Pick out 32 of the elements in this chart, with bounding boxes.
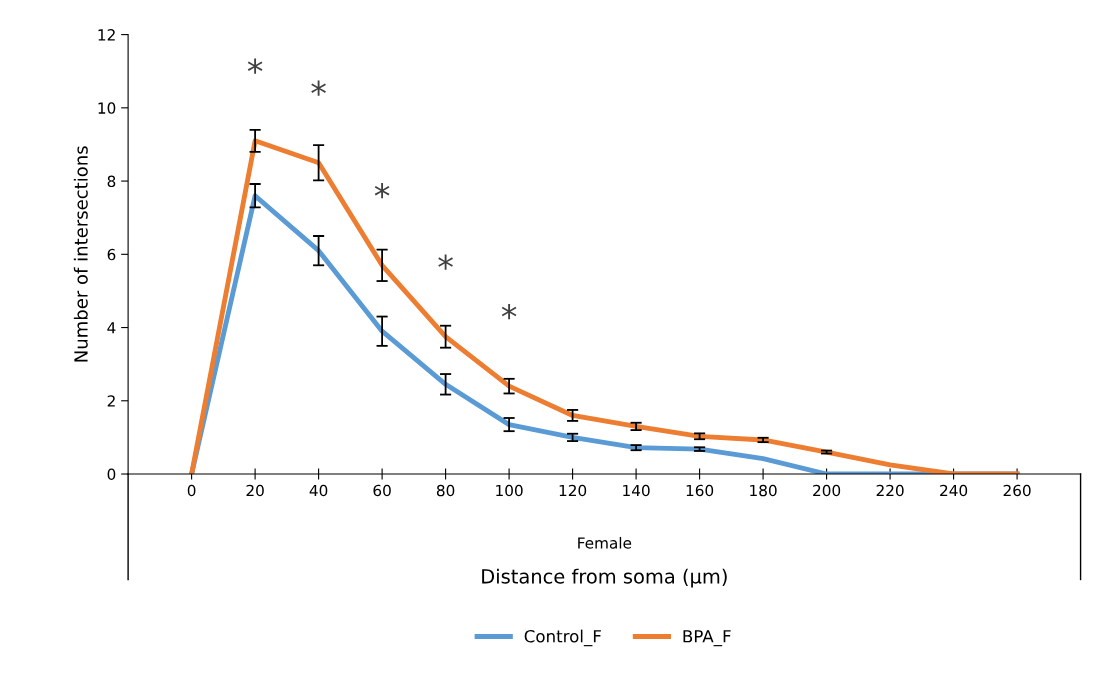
x-axis-title: Distance from soma (μm) (482, 568, 727, 588)
y-axis-title: Number of intersections (73, 146, 88, 362)
x-tick-label: 60 (373, 484, 391, 497)
x-tick-label: 200 (813, 484, 841, 497)
annotation: * (247, 58, 263, 74)
y-tick-label: 12 (98, 29, 115, 41)
y-tick-label: 8 (107, 175, 116, 188)
annotation: * (311, 80, 326, 96)
x-tick-label: 260 (1003, 484, 1031, 497)
y-tick-label: 0 (107, 468, 116, 481)
annotation: * (374, 183, 390, 199)
x-tick-label: 100 (496, 484, 523, 497)
x-tick-label: 180 (750, 484, 777, 497)
x-tick-label: 80 (436, 484, 455, 497)
x-tick-label: 160 (686, 484, 714, 497)
line-series (189, 138, 1020, 475)
text: Female (578, 536, 632, 549)
y-tick-label: 6 (107, 248, 116, 261)
x-tick-label: 140 (623, 484, 650, 497)
annotation: * (501, 303, 517, 320)
x-tick-label: 120 (559, 484, 587, 497)
legend-label: BPA_F (683, 630, 731, 647)
x-tick-label: 220 (876, 484, 904, 497)
annotation: * (438, 254, 453, 270)
x-tick-label: 0 (187, 484, 196, 497)
y-tick-label: 10 (98, 102, 116, 114)
y-tick-label: 2 (107, 395, 115, 407)
x-tick-label: 40 (309, 484, 328, 497)
legend-label: Control_F (524, 629, 601, 647)
x-tick-label: 20 (246, 484, 264, 497)
y-tick-label: 4 (107, 322, 116, 334)
x-tick-label: 240 (940, 484, 968, 497)
